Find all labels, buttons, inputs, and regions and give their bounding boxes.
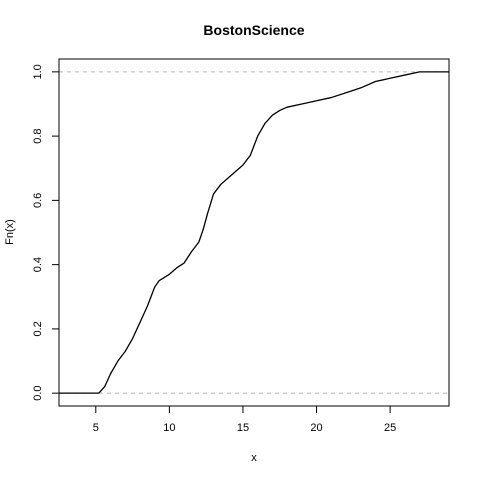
x-axis: 5 10 15 20 25 <box>93 406 396 434</box>
chart-title: BostonScience <box>203 22 304 38</box>
y-tick-label-3: 0.6 <box>32 193 44 208</box>
y-axis-label: Fn(x) <box>4 219 16 245</box>
x-tick-label-0: 5 <box>93 422 99 434</box>
y-tick-label-2: 0.4 <box>32 257 44 272</box>
x-tick-label-4: 25 <box>384 422 396 434</box>
y-tick-label-0: 0.0 <box>32 385 44 400</box>
y-axis: 0.0 0.2 0.4 0.6 0.8 1.0 <box>32 64 59 401</box>
y-tick-label-5: 1.0 <box>32 64 44 79</box>
x-tick-label-2: 15 <box>237 422 249 434</box>
ecdf-series-line <box>59 71 449 394</box>
plot-frame <box>58 58 450 407</box>
y-tick-label-1: 0.2 <box>32 321 44 336</box>
x-tick-label-3: 20 <box>310 422 322 434</box>
y-tick-label-4: 0.8 <box>32 128 44 143</box>
reference-lines <box>59 71 449 394</box>
x-axis-label: x <box>251 452 257 464</box>
x-tick-label-1: 10 <box>163 422 175 434</box>
